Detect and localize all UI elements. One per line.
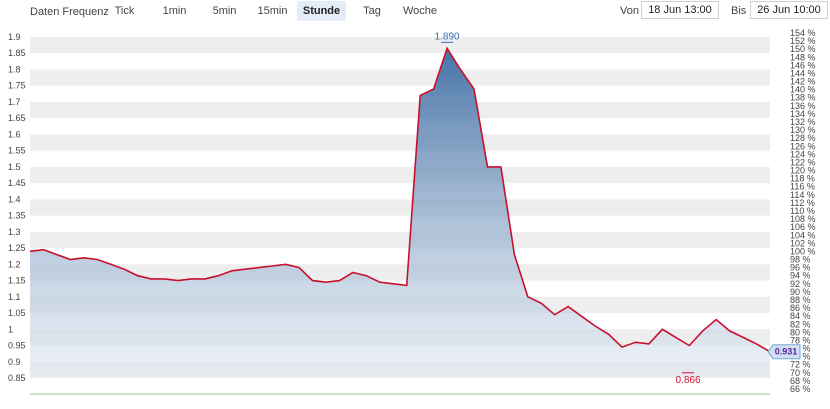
band — [30, 231, 770, 249]
right-tick-label: 90 % — [790, 287, 811, 297]
left-tick-label: 1.55 — [8, 146, 26, 156]
to-date-input[interactable] — [750, 1, 828, 19]
right-tick-label: 114 % — [790, 190, 815, 200]
frequency-label: Daten Frequenz — [30, 6, 109, 18]
freq-button-5min[interactable]: 5min — [212, 5, 237, 17]
left-tick-label: 1.05 — [8, 308, 26, 318]
left-tick-label: 1.9 — [8, 32, 21, 42]
right-tick-label: 144 % — [790, 68, 816, 78]
freq-button-stunde[interactable]: Stunde — [297, 1, 346, 21]
right-tick-label: 82 % — [790, 319, 811, 329]
right-tick-label: 118 % — [790, 174, 815, 184]
frequency-toolbar: Daten Frequenz Tick 1min 5min 15min Stun… — [0, 0, 830, 26]
left-tick-label: 1.5 — [8, 162, 21, 172]
right-tick-label: 108 % — [790, 214, 816, 224]
left-tick-label: 1.7 — [8, 97, 21, 107]
right-tick-label: 88 % — [790, 295, 811, 305]
band — [30, 166, 770, 184]
band — [30, 199, 770, 216]
right-tick-label: 154 % — [790, 28, 816, 38]
right-tick-label: 92 % — [790, 279, 811, 289]
right-tick-label: 136 % — [790, 101, 816, 111]
left-tick-label: 0.85 — [8, 373, 26, 383]
left-tick-label: 1.15 — [8, 276, 26, 286]
band — [30, 69, 770, 86]
freq-button-tick[interactable]: Tick — [114, 5, 135, 17]
right-y-axis: 154 %152 %150 %148 %146 %144 %142 %140 %… — [790, 28, 816, 394]
freq-button-15min[interactable]: 15min — [257, 5, 288, 17]
right-tick-label: 112 % — [790, 198, 815, 208]
low-value-label: 0.866 — [675, 375, 700, 386]
right-tick-label: 126 % — [790, 141, 816, 151]
right-tick-label: 148 % — [790, 52, 816, 62]
right-tick-label: 138 % — [790, 93, 816, 103]
right-tick-label: 104 % — [790, 230, 816, 240]
right-tick-label: 96 % — [790, 263, 811, 273]
right-tick-label: 142 % — [790, 77, 816, 87]
to-label: Bis — [731, 5, 747, 17]
right-tick-label: 116 % — [790, 182, 815, 192]
left-tick-label: 1.65 — [8, 113, 26, 123]
right-tick-label: 146 % — [790, 60, 816, 70]
right-tick-label: 134 % — [790, 109, 816, 119]
right-tick-label: 106 % — [790, 222, 816, 232]
left-tick-label: 0.9 — [8, 357, 21, 367]
right-tick-label: 68 % — [790, 376, 811, 386]
current-value-label: 0.931 — [775, 347, 798, 357]
right-tick-label: 80 % — [790, 327, 811, 337]
freq-button-woche[interactable]: Woche — [402, 5, 438, 17]
right-tick-label: 94 % — [790, 271, 811, 281]
right-tick-label: 128 % — [790, 133, 816, 143]
right-tick-label: 140 % — [790, 85, 816, 95]
price-area — [30, 48, 770, 379]
right-tick-label: 72 % — [790, 360, 811, 370]
right-tick-label: 84 % — [790, 311, 811, 321]
right-tick-label: 120 % — [790, 166, 816, 176]
right-tick-label: 98 % — [790, 255, 811, 265]
band — [30, 37, 770, 54]
right-tick-label: 86 % — [790, 303, 811, 313]
left-tick-label: 1.2 — [8, 259, 21, 269]
right-tick-label: 132 % — [790, 117, 816, 127]
right-tick-label: 110 % — [790, 206, 815, 216]
right-tick-label: 100 % — [790, 246, 816, 256]
price-line — [29, 46, 771, 353]
left-tick-label: 1.25 — [8, 243, 26, 253]
right-tick-label: 130 % — [790, 125, 816, 135]
from-date-input[interactable] — [641, 1, 719, 19]
left-tick-label: 1.4 — [8, 194, 21, 204]
left-tick-label: 1.6 — [8, 129, 21, 139]
right-tick-label: 150 % — [790, 44, 816, 54]
high-value-label: 1.890 — [435, 31, 460, 42]
left-tick-label: 0.95 — [8, 341, 26, 351]
right-tick-label: 70 % — [790, 368, 811, 378]
right-tick-label: 124 % — [790, 149, 816, 159]
right-tick-label: 152 % — [790, 36, 816, 46]
right-tick-label: 66 % — [790, 384, 811, 394]
right-tick-label: 102 % — [790, 238, 816, 248]
left-tick-label: 1.3 — [8, 227, 21, 237]
left-tick-label: 1.1 — [8, 292, 21, 302]
left-tick-label: 1.35 — [8, 211, 26, 221]
left-tick-label: 1.75 — [8, 81, 26, 91]
right-tick-label: 122 % — [790, 157, 816, 167]
band — [30, 134, 770, 151]
right-tick-label: 78 % — [790, 335, 811, 345]
left-y-axis: 1.9 1.85 1.8 1.75 1.7 1.65 1.6 1.55 1.5 1.45 1.4 1.… — [8, 32, 26, 383]
freq-button-1min[interactable]: 1min — [162, 5, 187, 17]
band — [30, 101, 770, 119]
left-tick-label: 1 — [8, 324, 13, 334]
left-tick-label: 1.85 — [8, 48, 26, 58]
left-tick-label: 1.8 — [8, 64, 21, 74]
freq-button-tag[interactable]: Tag — [363, 5, 381, 17]
from-label: Von — [620, 5, 639, 17]
current-value-badge: 0.931 — [767, 344, 801, 360]
left-tick-label: 1.45 — [8, 178, 26, 188]
